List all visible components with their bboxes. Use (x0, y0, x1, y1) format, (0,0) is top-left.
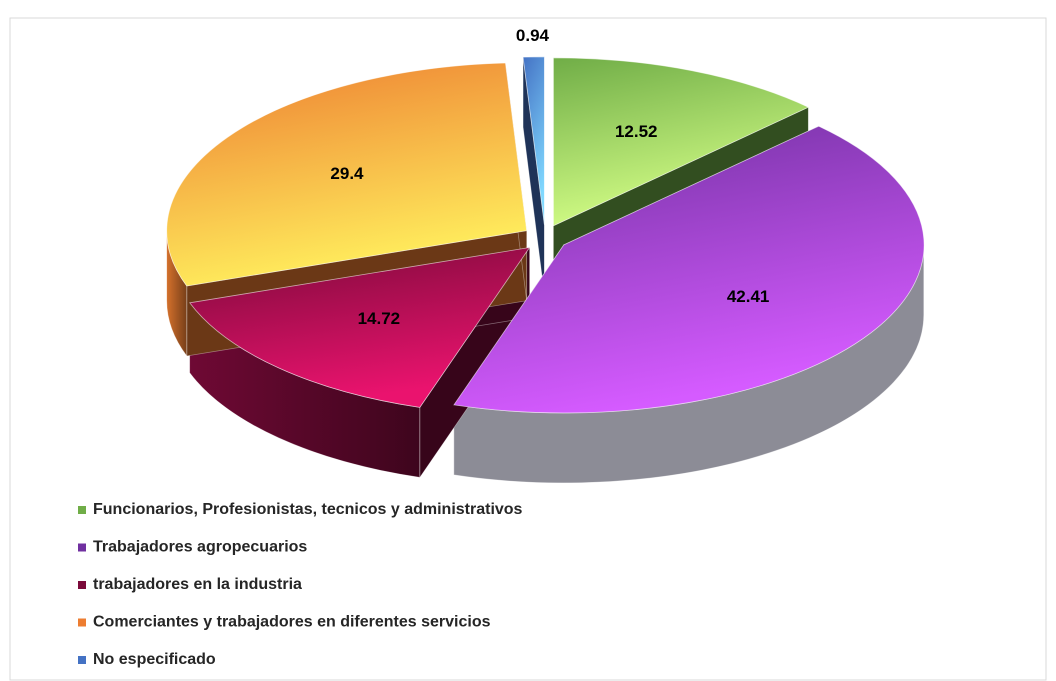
legend-swatch (78, 656, 86, 664)
data-label: 29.4 (330, 164, 364, 183)
slice (522, 56, 545, 225)
data-label: 42.41 (727, 287, 770, 306)
legend-swatch (78, 506, 86, 514)
legend-label: Trabajadores agropecuarios (93, 539, 307, 556)
data-label: 14.72 (358, 309, 401, 328)
legend-label: Funcionarios, Profesionistas, tecnicos y… (93, 501, 523, 518)
legend-swatch (78, 618, 86, 627)
slice (166, 62, 528, 287)
legend-label: No especificado (93, 651, 216, 668)
slice (188, 246, 531, 408)
legend-swatch (78, 581, 86, 589)
slice (453, 125, 925, 414)
data-label: 12.52 (615, 122, 658, 141)
data-label: 0.94 (516, 26, 550, 45)
legend-label: trabajadores en la industria (93, 576, 302, 593)
legend-swatch (78, 543, 86, 552)
slice (553, 57, 810, 227)
legend-label: Comerciantes y trabajadores en diferente… (93, 614, 491, 631)
